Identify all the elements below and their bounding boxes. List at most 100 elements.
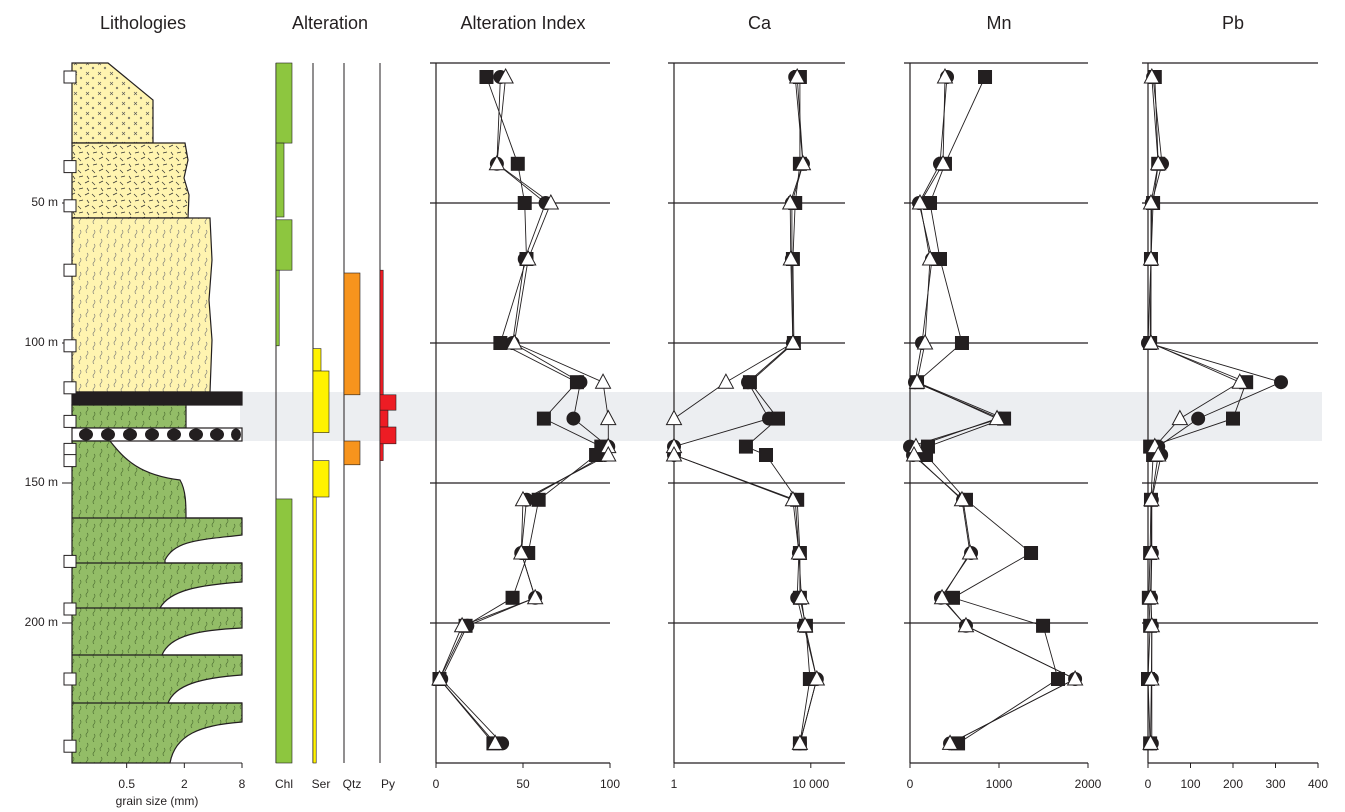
sample-marker [63,339,77,353]
category-label: Qtz [343,777,362,791]
data-point [1036,618,1051,633]
data-point [1191,411,1206,426]
panel-title: Mn [986,13,1011,33]
y-tick-label: 50 m [31,195,58,209]
data-point [916,333,934,350]
data-point [1143,543,1160,560]
x-tick-label: 200 [1223,777,1243,791]
data-point [566,411,581,426]
alteration-bar [379,426,397,445]
data-point [505,590,520,605]
sample-marker [63,70,77,84]
data-point [453,616,471,633]
data-point [536,411,551,426]
data-point [933,588,951,605]
data-point [784,490,802,507]
data-point [738,439,753,454]
x-tick-label: 8 [239,777,246,791]
data-point [497,67,514,84]
data-point [782,249,800,266]
data-point [665,409,683,426]
data-point [1051,672,1066,686]
lithology-unit [71,62,154,144]
data-point [589,448,604,462]
data-point [934,154,952,171]
x-tick-label: 0.5 [118,777,135,791]
panel-title: Ca [748,13,772,33]
x-tick-label: 0 [433,777,440,791]
data-point [594,373,612,389]
data-point [514,490,532,507]
alteration-bar [379,409,389,428]
data-point [1066,669,1084,686]
data-point [1142,249,1160,266]
alteration-bar [275,498,293,764]
x-tick-label: 100 [600,777,620,791]
data-point [542,193,560,210]
data-point [794,154,812,171]
data-point [519,249,537,266]
data-point [988,409,1006,426]
data-point [911,193,929,210]
category-label: Py [381,777,395,791]
alteration-bar [312,348,322,372]
y-tick-label: 200 m [25,615,58,629]
data-point [759,448,774,462]
data-point [493,336,508,350]
panel-title: Alteration Index [460,13,585,33]
data-point [486,734,504,750]
alteration-bar [275,62,293,144]
category-label: Chl [275,777,293,791]
data-point [1226,411,1240,426]
panel-title: Lithologies [100,13,186,33]
alteration-bar [343,440,361,466]
lithology-unit [71,142,190,219]
data-point [1143,67,1161,84]
sample-marker [63,454,77,468]
sample-marker [63,199,77,213]
data-point [953,490,971,507]
sample-marker [63,739,77,753]
x-axis-label: grain size (mm) [116,794,199,808]
data-point [908,373,926,389]
alteration-bar [379,394,397,411]
data-point [784,333,802,350]
data-point [781,193,799,210]
alteration-bar [275,219,293,271]
lithology-unit [71,217,213,393]
data-point [791,734,809,750]
data-point [599,409,617,426]
data-point [1142,333,1160,350]
data-point [905,445,923,462]
data-point [488,154,506,171]
panel-title: Alteration [292,13,368,33]
lithology-unit [71,391,243,406]
data-point [1143,616,1161,633]
alteration-bar [275,142,285,218]
data-point [921,249,939,266]
data-point [742,375,757,390]
data-point [517,196,532,210]
x-tick-label: 10 000 [792,777,829,791]
bed-boundary [72,517,242,704]
sample-marker [63,414,77,428]
lithology-unit [71,404,187,429]
data-point [1142,193,1160,210]
conglomerate-clasts [79,428,241,441]
data-point [954,336,969,350]
sample-marker [63,160,77,174]
data-point [978,70,993,84]
data-point [1024,546,1039,560]
x-tick-label: 2 [181,777,188,791]
category-label: Ser [312,777,331,791]
alteration-bar [312,496,317,764]
data-point [936,67,954,84]
data-point [1142,734,1159,750]
data-point [1142,588,1159,605]
data-point [808,669,826,686]
data-point [526,588,544,605]
x-tick-label: 0 [1145,777,1152,791]
sample-marker [63,263,77,277]
panel-title: Pb [1222,13,1244,33]
